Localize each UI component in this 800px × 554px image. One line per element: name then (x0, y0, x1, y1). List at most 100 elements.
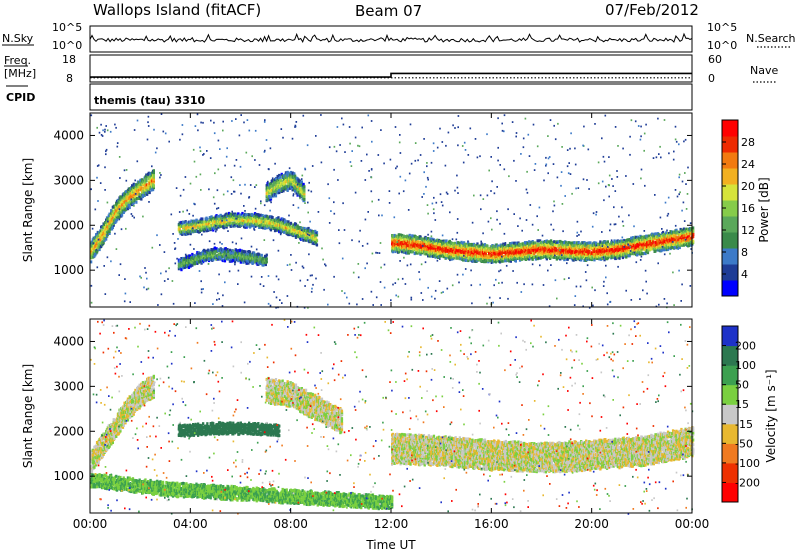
heatmap-cell (395, 240, 398, 244)
heatmap-cell (633, 249, 636, 253)
heatmap-cell (503, 257, 507, 261)
heatmap-cell (419, 235, 422, 239)
heatmap-cell (393, 233, 396, 237)
heatmap-cell (396, 235, 400, 239)
heatmap-cell (539, 253, 542, 257)
heatmap-cell (682, 227, 686, 231)
heatmap-cell (467, 253, 470, 257)
heatmap-cell (524, 243, 528, 247)
heatmap-cell (475, 244, 478, 247)
heatmap-cell (664, 236, 667, 240)
heatmap-cell (641, 246, 645, 250)
heatmap-cell (444, 241, 447, 245)
heatmap-cell (465, 242, 468, 246)
heatmap-cell (502, 255, 505, 259)
heatmap-cell (553, 240, 556, 244)
heatmap-cell (514, 248, 517, 252)
heatmap-cell (646, 245, 650, 249)
heatmap-cell (561, 249, 564, 253)
heatmap-cell (573, 241, 576, 245)
heatmap-cell (580, 254, 583, 258)
heatmap-cell (429, 244, 432, 248)
heatmap-cell (651, 247, 654, 251)
frequency-trace (90, 72, 692, 78)
heatmap-cell (664, 248, 667, 252)
heatmap-cell (651, 243, 654, 247)
heatmap-cell (432, 246, 436, 250)
heatmap-cell (439, 250, 442, 254)
heatmap-cell (443, 251, 446, 255)
heatmap-cell (652, 235, 655, 239)
heatmap-cell (484, 251, 487, 255)
heatmap-cell (404, 249, 407, 253)
heatmap-cell (315, 239, 319, 243)
heatmap-cell (618, 246, 621, 250)
heatmap-cell (598, 256, 601, 260)
heatmap-cell (518, 258, 522, 262)
heatmap-cell (473, 243, 477, 247)
heatmap-cell (564, 254, 567, 258)
heatmap-cell (649, 236, 652, 240)
heatmap-cell (588, 249, 591, 253)
nave-label: Nave (750, 64, 778, 77)
heatmap-cell (635, 235, 638, 239)
heatmap-cell (120, 213, 124, 217)
heatmap-cell (431, 237, 434, 241)
heatmap-cell (98, 248, 101, 252)
heatmap-cell (497, 244, 500, 248)
heatmap-cell (615, 251, 619, 255)
heatmap-cell (444, 250, 447, 254)
heatmap-cell (580, 256, 584, 260)
heatmap-cell (531, 257, 534, 261)
heatmap-cell (445, 239, 448, 243)
cpid-panel: CPID themis (tau) 3310 (6, 83, 693, 111)
heatmap-cell (544, 242, 548, 246)
heatmap-cell (513, 255, 517, 259)
heatmap-cell (437, 252, 441, 256)
frequency-panel: Freq. [MHz] 18 8 60 0 Nave (4, 53, 778, 85)
heatmap-cell (498, 260, 502, 264)
heatmap-cell (621, 247, 625, 251)
heatmap-cell (440, 254, 443, 258)
heatmap-cell (544, 255, 548, 258)
heatmap-cell (260, 253, 263, 257)
heatmap-cell (528, 247, 531, 251)
heatmap-cell (432, 251, 436, 255)
heatmap-cell (530, 246, 533, 250)
heatmap-cell (595, 241, 598, 245)
heatmap-cell (471, 257, 474, 261)
heatmap-cell (595, 251, 598, 255)
heatmap-cell (498, 249, 501, 253)
heatmap-cell (289, 221, 293, 225)
heatmap-cell (665, 231, 668, 235)
noise-trace (89, 32, 693, 43)
heatmap-cell (505, 256, 508, 260)
heatmap-cell (692, 239, 695, 243)
heatmap-cell (553, 255, 556, 259)
heatmap-cell (674, 233, 677, 237)
heatmap-cell (511, 249, 514, 253)
cpid-panel-frame (89, 83, 693, 111)
heatmap-cell (536, 246, 539, 250)
heatmap-cell (588, 252, 591, 256)
heatmap-cell (515, 241, 518, 245)
heatmap-cell (569, 254, 572, 258)
heatmap-cell (485, 247, 488, 251)
heatmap-cell (628, 254, 631, 258)
heatmap-cell (561, 240, 564, 244)
heatmap-cell (552, 254, 555, 258)
heatmap-cell (465, 255, 468, 259)
heatmap-cell (486, 244, 489, 248)
heatmap-cell (534, 241, 537, 245)
heatmap-cell (496, 250, 499, 254)
heatmap-cell (457, 241, 460, 245)
heatmap-cell (692, 235, 695, 239)
heatmap-cell (646, 251, 650, 255)
heatmap-cell (541, 251, 544, 255)
heatmap-cell (274, 194, 278, 198)
heatmap-cell (679, 227, 682, 231)
heatmap-cell (659, 246, 662, 250)
heatmap-cell (135, 200, 138, 204)
power-plot-background (90, 113, 692, 307)
